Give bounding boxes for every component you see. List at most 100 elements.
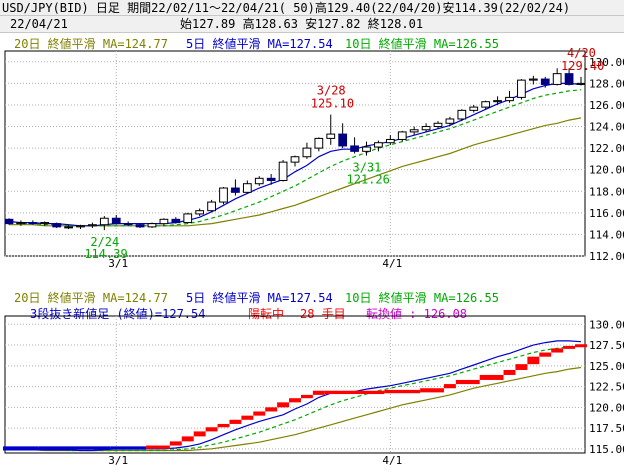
legend-ma5-bottom: 5日 終値平滑 MA=127.54 xyxy=(186,291,333,305)
y-tick-label: 120.00 xyxy=(589,401,624,414)
newprice-brick xyxy=(289,398,301,403)
annotation-value: 129.40 xyxy=(561,59,604,73)
newprice-brick xyxy=(205,427,218,432)
candle-body xyxy=(576,82,586,85)
newprice-brick xyxy=(277,402,290,408)
candle-body xyxy=(52,223,62,228)
candle-body xyxy=(338,133,348,147)
annotation-date: 4/20 xyxy=(567,46,596,60)
candle-body xyxy=(278,161,288,181)
candle-body xyxy=(4,218,14,225)
y-tick-label: 117.50 xyxy=(589,422,624,435)
y-tick-label: 126.00 xyxy=(589,99,624,112)
y-tick-label: 122.50 xyxy=(589,381,624,394)
candle-body xyxy=(409,129,419,133)
info-reversal: 転換値 : 126.08 xyxy=(366,307,468,321)
info-newprice-close: 3段抜き新値足 (終値)=127.54 xyxy=(30,307,206,321)
candle-body xyxy=(171,218,181,224)
candle-panel-frame xyxy=(4,50,586,257)
header-period-line: USD/JPY(BID) 日足 期間22/02/11～22/04/21( 50)… xyxy=(0,0,624,16)
newprice-brick xyxy=(253,411,266,416)
candle-body xyxy=(28,222,38,225)
candle-body xyxy=(302,147,312,158)
y-tick-label: 112.00 xyxy=(589,250,624,263)
newprice-brick xyxy=(384,389,421,394)
candle-body xyxy=(207,201,216,212)
header-ohlc: 始127.89 高128.63 安127.82 終128.01 xyxy=(180,17,424,31)
candle-body xyxy=(242,183,252,193)
newprice-brick xyxy=(229,419,242,424)
y-tick-label: 116.00 xyxy=(589,207,624,220)
x-tick-label: 4/1 xyxy=(382,257,402,270)
y-tick-label: 120.00 xyxy=(589,164,624,177)
candle-body xyxy=(540,78,550,85)
candle-body xyxy=(481,101,491,108)
newprice-brick xyxy=(110,446,147,450)
newprice-bricks xyxy=(3,344,587,451)
legend-ma20-bottom: 20日 終値平滑 MA=124.77 xyxy=(14,291,168,305)
candle-body xyxy=(183,213,193,224)
newprice-brick xyxy=(443,384,456,389)
newprice-brick xyxy=(38,446,75,451)
newprice-brick xyxy=(479,374,504,380)
candle-body xyxy=(552,73,562,85)
candle-body xyxy=(99,217,109,226)
candle-x-axis: 3/1 4/1 xyxy=(108,257,402,270)
candle-body xyxy=(362,146,371,152)
y-tick-label: 124.00 xyxy=(589,121,624,134)
annotation-value: 125.10 xyxy=(311,97,354,111)
newprice-brick xyxy=(74,446,111,450)
ma5-line xyxy=(8,340,582,452)
candle-body xyxy=(76,225,85,228)
x-tick-label: 4/1 xyxy=(382,454,402,467)
candle-body xyxy=(350,145,359,152)
candle-body xyxy=(528,78,538,81)
y-tick-label: 127.50 xyxy=(589,339,624,352)
candle-body xyxy=(147,223,157,228)
legend-ma20-top: 20日 終値平滑 MA=124.77 xyxy=(14,37,168,51)
header-date: 22/04/21 xyxy=(10,17,68,31)
newprice-y-axis: 115.00 117.50 120.00 122.50 125.00 127.50 130.… xyxy=(589,318,624,456)
candle-body xyxy=(397,131,407,140)
candle-body xyxy=(445,118,455,124)
candle-body xyxy=(40,222,50,225)
info-state: 陽転中 xyxy=(248,307,285,321)
candle-body xyxy=(123,223,133,226)
y-tick-label: 125.00 xyxy=(589,360,624,373)
newprice-brick xyxy=(300,394,313,399)
header-ohlc-line: 22/04/21 始127.89 高128.63 安127.82 終128.01 xyxy=(0,16,624,33)
newprice-brick xyxy=(146,445,170,449)
candle-body xyxy=(457,109,467,120)
candle-body xyxy=(469,106,479,111)
newprice-brick xyxy=(169,441,182,446)
candle-body xyxy=(517,79,526,98)
newprice-brick xyxy=(360,390,385,395)
newprice-brick xyxy=(503,369,516,375)
candle-body xyxy=(290,156,300,163)
candle-body xyxy=(254,177,264,185)
candle-body xyxy=(64,226,73,229)
candle-body xyxy=(374,142,383,148)
candle-body xyxy=(564,73,574,85)
y-tick-label: 114.00 xyxy=(589,228,624,241)
newprice-panel-frame xyxy=(4,315,586,454)
candle-body xyxy=(433,122,443,128)
y-tick-label: 130.00 xyxy=(589,318,624,331)
newprice-brick xyxy=(193,431,206,437)
newprice-brick xyxy=(420,388,444,393)
newprice-brick xyxy=(3,446,39,451)
candle-body xyxy=(314,137,324,149)
newprice-brick xyxy=(575,344,587,348)
legend-ma10-top: 10日 終値平滑 MA=126.55 xyxy=(345,37,499,51)
candle-body xyxy=(493,100,502,103)
newprice-brick xyxy=(324,390,361,395)
candle-body xyxy=(385,138,395,144)
candle-grid xyxy=(5,51,585,257)
y-tick-label: 115.00 xyxy=(589,443,624,456)
newprice-brick xyxy=(312,390,325,395)
legend-ma5-top: 5日 終値平滑 MA=127.54 xyxy=(186,37,333,51)
newprice-brick xyxy=(455,379,480,385)
annotation-date: 3/28 xyxy=(317,84,346,98)
candle-y-axis: 112.00 114.00 116.00 118.00 120.00 122.00 124.… xyxy=(589,56,624,263)
annotation-date: 3/31 xyxy=(353,161,382,175)
